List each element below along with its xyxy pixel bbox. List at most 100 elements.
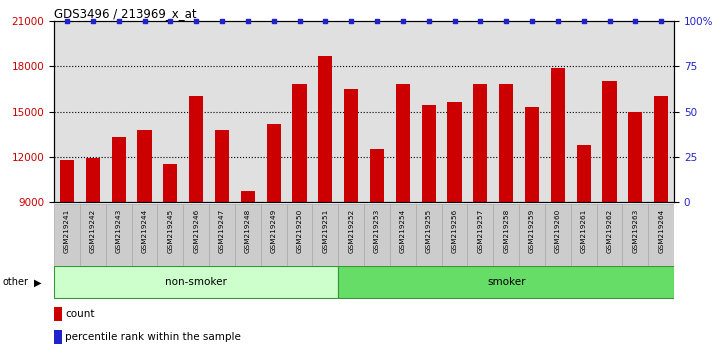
Text: GSM219258: GSM219258 [503, 209, 509, 253]
Text: GSM219248: GSM219248 [245, 209, 251, 253]
Point [603, 18, 615, 24]
Text: GDS3496 / 213969_x_at: GDS3496 / 213969_x_at [54, 7, 197, 20]
Point [371, 18, 383, 24]
Bar [648, 204, 674, 266]
Bar [344, 89, 358, 202]
Bar [448, 103, 461, 202]
Bar [293, 84, 306, 202]
Text: GSM219249: GSM219249 [270, 209, 277, 253]
Text: GSM219259: GSM219259 [529, 209, 535, 253]
Text: count: count [65, 309, 94, 319]
Bar [60, 160, 74, 202]
Bar [106, 204, 131, 266]
Text: ▶: ▶ [34, 277, 41, 287]
Text: GSM219260: GSM219260 [555, 209, 561, 253]
Text: GSM219241: GSM219241 [64, 209, 70, 253]
Bar [370, 149, 384, 202]
Bar [493, 204, 519, 266]
Point [552, 18, 564, 24]
Point [138, 18, 150, 24]
Bar [54, 330, 62, 344]
Text: GSM219252: GSM219252 [348, 209, 354, 253]
Bar [54, 204, 80, 266]
Bar [112, 137, 125, 202]
Bar [545, 204, 571, 266]
Point [87, 18, 99, 24]
Text: GSM219243: GSM219243 [115, 209, 122, 253]
Bar [577, 144, 590, 202]
Bar [318, 56, 332, 202]
Text: GSM219245: GSM219245 [167, 209, 173, 253]
Text: GSM219261: GSM219261 [580, 209, 587, 253]
Bar [416, 204, 441, 266]
Text: GSM219250: GSM219250 [296, 209, 303, 253]
Bar [80, 204, 106, 266]
Bar [138, 130, 151, 202]
Bar [571, 204, 596, 266]
Bar [241, 191, 255, 202]
Bar [364, 204, 390, 266]
Point [268, 18, 280, 24]
Point [500, 18, 512, 24]
Text: GSM219247: GSM219247 [219, 209, 225, 253]
Bar [338, 266, 674, 298]
Bar [189, 97, 203, 202]
Point [319, 18, 331, 24]
Bar [473, 84, 487, 202]
Bar [163, 164, 177, 202]
Bar [312, 204, 338, 266]
Text: GSM219246: GSM219246 [193, 209, 199, 253]
Bar [525, 107, 539, 202]
Text: GSM219262: GSM219262 [606, 209, 613, 253]
Bar [338, 204, 364, 266]
Bar [422, 105, 435, 202]
Bar [215, 130, 229, 202]
Point [242, 18, 254, 24]
Text: GSM219264: GSM219264 [658, 209, 664, 253]
Text: GSM219256: GSM219256 [451, 209, 458, 253]
Text: GSM219251: GSM219251 [322, 209, 328, 253]
Point [164, 18, 176, 24]
Text: other: other [2, 277, 28, 287]
Bar [396, 84, 410, 202]
Text: GSM219254: GSM219254 [400, 209, 406, 253]
Bar [654, 97, 668, 202]
Bar [54, 266, 338, 298]
Bar [157, 204, 183, 266]
Bar [622, 204, 648, 266]
Bar [519, 204, 545, 266]
Text: smoker: smoker [487, 277, 526, 287]
Point [423, 18, 435, 24]
Point [61, 18, 73, 24]
Bar [209, 204, 235, 266]
Bar [628, 112, 642, 202]
Text: GSM219255: GSM219255 [425, 209, 432, 253]
Bar [467, 204, 493, 266]
Bar [183, 204, 209, 266]
Text: GSM219244: GSM219244 [141, 209, 148, 253]
Bar [131, 204, 157, 266]
Bar [86, 158, 100, 202]
Point [397, 18, 409, 24]
Point [526, 18, 538, 24]
Bar [596, 204, 622, 266]
Text: GSM219253: GSM219253 [374, 209, 380, 253]
Point [578, 18, 590, 24]
Text: percentile rank within the sample: percentile rank within the sample [65, 332, 241, 342]
Point [113, 18, 125, 24]
Point [474, 18, 486, 24]
Point [190, 18, 202, 24]
Bar [261, 204, 286, 266]
Bar [54, 307, 62, 321]
Bar [267, 124, 280, 202]
Text: non-smoker: non-smoker [165, 277, 227, 287]
Text: GSM219263: GSM219263 [632, 209, 638, 253]
Bar [441, 204, 467, 266]
Bar [551, 68, 565, 202]
Bar [235, 204, 261, 266]
Point [293, 18, 305, 24]
Bar [499, 84, 513, 202]
Point [216, 18, 228, 24]
Bar [286, 204, 312, 266]
Bar [390, 204, 416, 266]
